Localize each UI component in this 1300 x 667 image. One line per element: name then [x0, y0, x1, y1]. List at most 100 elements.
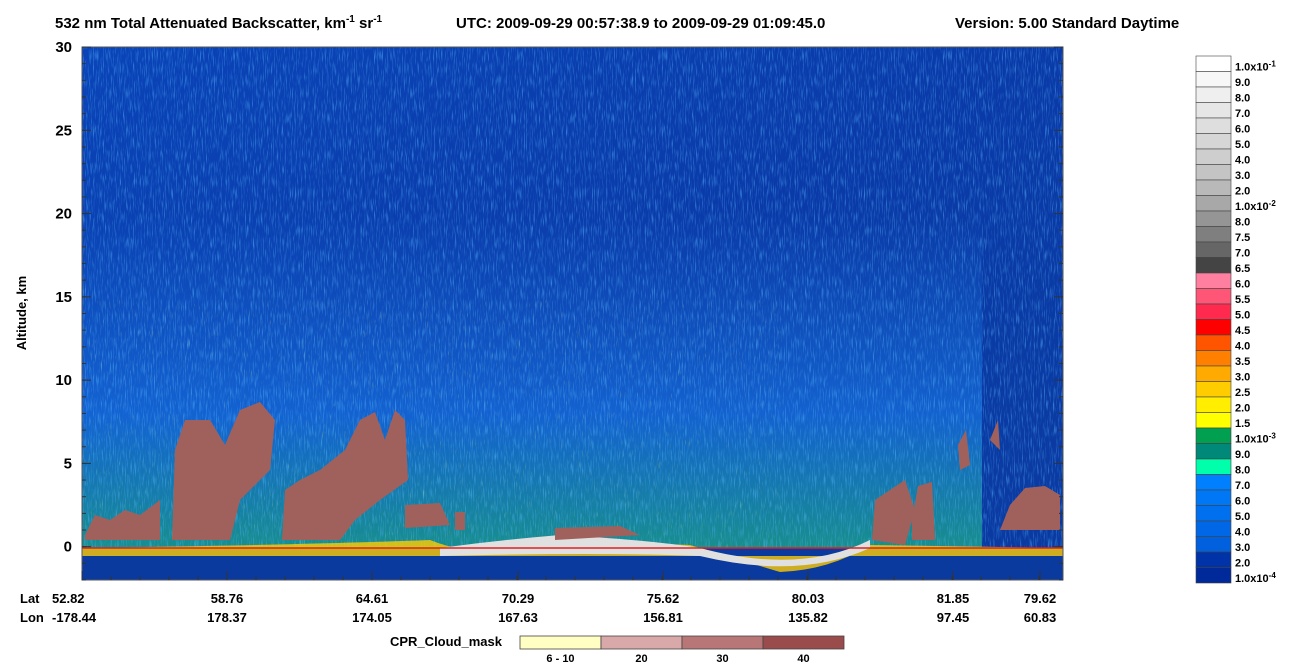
colorbar-swatch — [1195, 334, 1232, 351]
title-sup: -1 — [346, 14, 355, 25]
lon-label: Lon — [20, 610, 44, 625]
colorbar-swatch — [1195, 226, 1232, 243]
colorbar-label: 6.5 — [1235, 263, 1250, 275]
colorbar-label: 4.5 — [1235, 325, 1250, 337]
colorbar-label: 8.0 — [1235, 93, 1250, 105]
colorbar-swatch — [1195, 427, 1232, 444]
colorbar-label-text: 1.0x10 — [1235, 201, 1269, 213]
colorbar-label: 9.0 — [1235, 449, 1250, 461]
colorbar-swatch — [1195, 257, 1232, 274]
colorbar-label-text: 7.0 — [1235, 248, 1250, 260]
colorbar-swatch — [1195, 319, 1232, 336]
colorbar-swatch — [1195, 117, 1232, 134]
version: Version: 5.00 Standard Daytime — [955, 15, 1179, 32]
title-text: sr — [355, 15, 374, 32]
colorbar-label-text: 9.0 — [1235, 449, 1250, 461]
colorbar-label-text: 3.0 — [1235, 170, 1250, 182]
colorbar-swatch — [1195, 381, 1232, 398]
colorbar-label: 3.0 — [1235, 372, 1250, 384]
y-tick-label: 15 — [55, 289, 72, 306]
colorbar-label-text: 5.0 — [1235, 511, 1250, 523]
colorbar-label: 8.0 — [1235, 465, 1250, 477]
mask-tick-label: 30 — [716, 653, 728, 665]
y-tick-label: 5 — [64, 455, 72, 472]
colorbar-label-sup: -3 — [1269, 432, 1277, 441]
colorbar-swatch — [1195, 133, 1232, 150]
colorbar-label: 4.0 — [1235, 155, 1250, 167]
lon-label: 174.05 — [352, 610, 392, 625]
colorbar-label: 1.5 — [1235, 418, 1250, 430]
colorbar-label-text: 1.0x10 — [1235, 434, 1269, 446]
colorbar-swatch — [1195, 148, 1232, 165]
colorbar-swatch — [1195, 520, 1232, 537]
colorbar-label-text: 6.0 — [1235, 124, 1250, 136]
lon-label: 97.45 — [937, 610, 970, 625]
colorbar-label-text: 2.0 — [1235, 186, 1250, 198]
colorbar-label: 2.0 — [1235, 186, 1250, 198]
colorbar-label: 2.0 — [1235, 558, 1250, 570]
heatmap — [82, 47, 1063, 580]
lon-label: 60.83 — [1024, 610, 1057, 625]
lon-label: 156.81 — [643, 610, 683, 625]
colorbar-label: 1.0x10-3 — [1235, 432, 1276, 446]
y-tick-label: 30 — [55, 39, 72, 56]
colorbar-label: 7.0 — [1235, 480, 1250, 492]
colorbar-swatch — [1195, 241, 1232, 258]
y-tick-label: 20 — [55, 206, 72, 223]
colorbar-label-text: 2.0 — [1235, 403, 1250, 415]
colorbar-swatch — [1195, 102, 1232, 119]
colorbar-label: 5.0 — [1235, 310, 1250, 322]
colorbar-swatch — [1195, 443, 1232, 460]
utc: UTC: 2009-09-29 00:57:38.9 to 2009-09-29… — [456, 15, 825, 32]
lon-label: -178.44 — [52, 610, 97, 625]
colorbar-label-text: 8.0 — [1235, 93, 1250, 105]
colorbar-label: 7.0 — [1235, 108, 1250, 120]
colorbar-label: 7.5 — [1235, 232, 1250, 244]
colorbar-label: 1.0x10-1 — [1235, 60, 1276, 74]
lat-label: 75.62 — [647, 591, 680, 606]
colorbar-label: 1.0x10-2 — [1235, 199, 1276, 213]
colorbar-label: 5.0 — [1235, 139, 1250, 151]
colorbar-label-text: 7.5 — [1235, 232, 1250, 244]
colorbar-label-text: 8.0 — [1235, 465, 1250, 477]
colorbar-swatch — [1195, 412, 1232, 429]
colorbar-swatch — [1195, 71, 1232, 88]
colorbar-label: 5.0 — [1235, 511, 1250, 523]
colorbar-swatch — [1195, 272, 1232, 289]
colorbar-label: 9.0 — [1235, 77, 1250, 89]
colorbar-label-text: 7.0 — [1235, 108, 1250, 120]
colorbar-swatch — [1195, 303, 1232, 320]
colorbar-label-text: 4.0 — [1235, 155, 1250, 167]
y-tick-label: 10 — [55, 372, 72, 389]
y-tick-label: 25 — [55, 122, 72, 139]
colorbar-label: 4.0 — [1235, 341, 1250, 353]
colorbar-label-text: 3.5 — [1235, 356, 1250, 368]
colorbar-label: 3.0 — [1235, 170, 1250, 182]
title-sup: -1 — [373, 14, 382, 25]
mask-swatch — [600, 635, 683, 650]
colorbar-label: 6.0 — [1235, 124, 1250, 136]
y-axis-label: Altitude, km — [14, 276, 29, 350]
colorbar-label-text: 6.5 — [1235, 263, 1250, 275]
colorbar-swatch — [1195, 195, 1232, 212]
lat-label: 80.03 — [792, 591, 825, 606]
y-tick-label: 0 — [64, 539, 72, 556]
colorbar-swatch — [1195, 288, 1232, 305]
colorbar-swatch — [1195, 505, 1232, 522]
colorbar-swatch — [1195, 365, 1232, 382]
colorbar-swatch — [1195, 567, 1232, 584]
colorbar-label-text: 5.5 — [1235, 294, 1250, 306]
colorbar-label: 3.5 — [1235, 356, 1250, 368]
mask-tick-label: 6 - 10 — [546, 653, 574, 665]
lat-label: Lat — [20, 591, 40, 606]
colorbar-swatch — [1195, 536, 1232, 553]
lon-label: 167.63 — [498, 610, 538, 625]
colorbar-label: 4.0 — [1235, 527, 1250, 539]
mask-tick-label: 20 — [635, 653, 647, 665]
lat-label: 79.62 — [1024, 591, 1057, 606]
colorbar-label-text: 5.0 — [1235, 139, 1250, 151]
colorbar-swatch — [1195, 179, 1232, 196]
colorbar-label: 3.0 — [1235, 542, 1250, 554]
colorbar-label-text: 2.0 — [1235, 558, 1250, 570]
